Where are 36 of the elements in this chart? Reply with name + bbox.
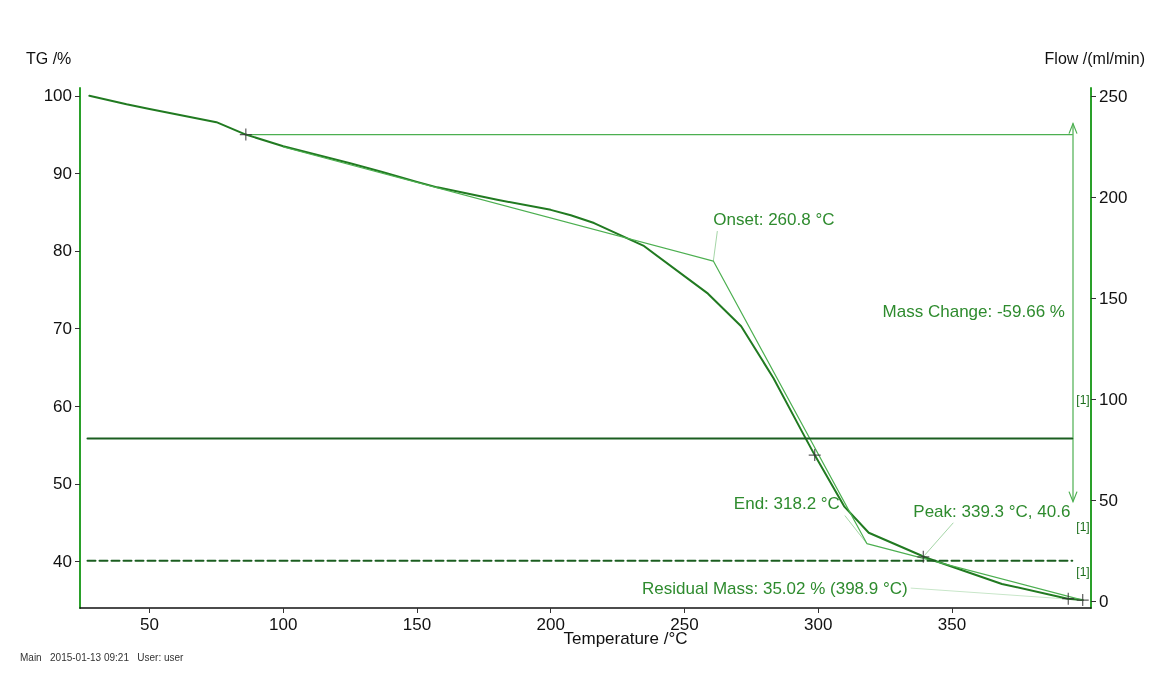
text: Main 2015-01-13 09:21 User: user bbox=[20, 651, 185, 663]
x-tick-label: 300 bbox=[804, 615, 833, 634]
x-tick-label: 100 bbox=[269, 615, 298, 634]
y-tick-label: 100 bbox=[43, 86, 72, 106]
y-tick-label: 80 bbox=[53, 241, 72, 261]
annotation: [1] bbox=[1076, 520, 1090, 535]
annotation: Mass Change: -59.66 % bbox=[882, 302, 1065, 322]
annotation: End: 318.2 °C bbox=[733, 494, 840, 514]
point bbox=[239, 127, 253, 142]
y2-tick-label: 0 bbox=[1099, 591, 1109, 611]
x-axis-title: Temperature /°C bbox=[563, 629, 688, 648]
point bbox=[808, 448, 822, 462]
y-tick-label: 50 bbox=[53, 474, 72, 494]
x-tick-label: 350 bbox=[937, 615, 967, 634]
x-tick-label: 200 bbox=[536, 615, 565, 634]
y2-tick-label: 250 bbox=[1099, 86, 1128, 106]
annotation: [1] bbox=[1076, 393, 1090, 407]
y-tick-label: 40 bbox=[53, 551, 72, 571]
point bbox=[916, 550, 930, 564]
x-tick-label: 150 bbox=[402, 615, 432, 634]
point bbox=[1061, 592, 1075, 606]
y-tick-label: 90 bbox=[53, 163, 72, 183]
annotation: [1] bbox=[1076, 564, 1090, 579]
annotation: Residual Mass: 35.02 % (398.9 °C) bbox=[642, 578, 908, 598]
y2-tick-label: 200 bbox=[1099, 187, 1128, 207]
y2-tick-label: 50 bbox=[1099, 490, 1118, 510]
y2-tick-label: 100 bbox=[1099, 389, 1128, 409]
y2-axis-title: Flow /(ml/min) bbox=[1044, 49, 1145, 67]
y2-tick-label: 150 bbox=[1099, 288, 1128, 308]
annotation: Peak: 339.3 °C, 40.6 bbox=[913, 502, 1071, 522]
x-tick-label: 50 bbox=[140, 615, 159, 634]
y-tick-label: 70 bbox=[53, 319, 72, 339]
annotation: Onset: 260.8 °C bbox=[713, 209, 835, 229]
y-axis-title: TG /% bbox=[26, 49, 72, 67]
y-tick-label: 60 bbox=[53, 396, 72, 416]
point bbox=[1076, 593, 1090, 607]
